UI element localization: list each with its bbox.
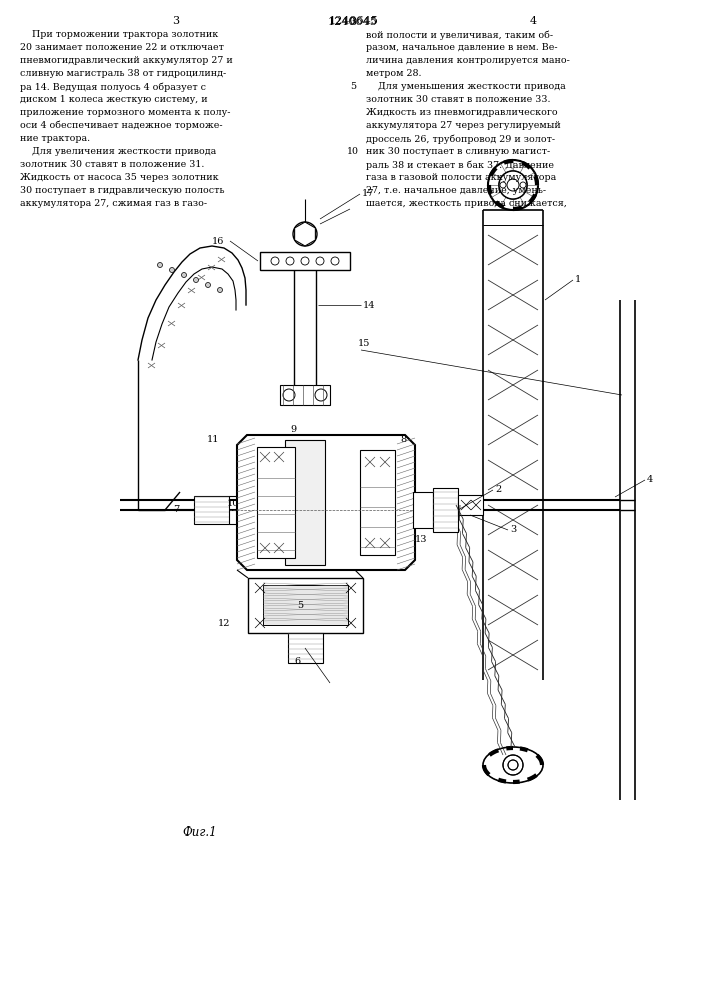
Circle shape: [170, 267, 175, 272]
Text: 3: 3: [510, 526, 516, 534]
Text: золотник 30 ставят в положение 33.: золотник 30 ставят в положение 33.: [366, 95, 551, 104]
Text: 9: 9: [290, 426, 296, 434]
Bar: [263, 585, 348, 625]
Bar: [285, 440, 325, 565]
Text: пневмогидравлический аккумулятор 27 и: пневмогидравлический аккумулятор 27 и: [20, 56, 233, 65]
Text: ра 14. Ведущая полуось 4 образует с: ра 14. Ведущая полуось 4 образует с: [20, 82, 206, 92]
Circle shape: [315, 389, 327, 401]
Bar: [280, 385, 330, 405]
Bar: [288, 633, 323, 663]
Text: 30 поступает в гидравлическую полость: 30 поступает в гидравлическую полость: [20, 186, 225, 195]
Text: 2: 2: [495, 486, 501, 494]
Circle shape: [283, 389, 295, 401]
Text: газа в газовой полости аккумулятора: газа в газовой полости аккумулятора: [366, 173, 556, 182]
Text: 15: 15: [358, 338, 370, 348]
Text: 1240645: 1240645: [328, 17, 378, 27]
Text: оси 4 обеспечивает надежное торможе-: оси 4 обеспечивает надежное торможе-: [20, 121, 223, 130]
Circle shape: [316, 257, 324, 265]
Ellipse shape: [485, 749, 541, 781]
Text: 1240645: 1240645: [329, 16, 379, 26]
Text: Жидкость из пневмогидравлического: Жидкость из пневмогидравлического: [366, 108, 558, 117]
Circle shape: [331, 257, 339, 265]
Text: 10: 10: [227, 498, 239, 508]
Text: 14: 14: [363, 300, 375, 310]
Text: 6: 6: [294, 656, 300, 666]
Text: дроссель 26, трубопровод 29 и золот-: дроссель 26, трубопровод 29 и золот-: [366, 134, 555, 143]
Text: 3: 3: [349, 17, 356, 27]
Text: личина давления контролируется мано-: личина давления контролируется мано-: [366, 56, 570, 65]
Text: 4: 4: [530, 16, 537, 26]
Text: Для увеличения жесткости привода: Для увеличения жесткости привода: [20, 147, 216, 156]
Circle shape: [301, 257, 309, 265]
Text: сливную магистраль 38 от гидроцилинд-: сливную магистраль 38 от гидроцилинд-: [20, 69, 226, 78]
Circle shape: [182, 272, 187, 277]
Text: 16: 16: [212, 236, 224, 245]
Circle shape: [194, 277, 199, 282]
Polygon shape: [295, 222, 315, 246]
Text: При торможении трактора золотник: При торможении трактора золотник: [20, 30, 218, 39]
Circle shape: [488, 160, 538, 210]
Text: 27, т.е. начальное давление, умень-: 27, т.е. начальное давление, умень-: [366, 186, 546, 195]
Circle shape: [271, 257, 279, 265]
Text: раль 38 и стекает в бак 37. Давление: раль 38 и стекает в бак 37. Давление: [366, 160, 554, 169]
Bar: [360, 450, 395, 555]
Text: 17: 17: [362, 190, 375, 198]
Text: 13: 13: [415, 536, 428, 544]
Text: 3: 3: [173, 16, 180, 26]
Text: золотник 30 ставят в положение 31.: золотник 30 ставят в положение 31.: [20, 160, 204, 169]
Text: 7: 7: [173, 506, 179, 514]
Text: 1: 1: [575, 275, 581, 284]
Circle shape: [218, 288, 223, 292]
Circle shape: [293, 222, 317, 246]
Text: разом, начальное давление в нем. Ве-: разом, начальное давление в нем. Ве-: [366, 43, 558, 52]
Text: 5: 5: [350, 82, 356, 91]
Bar: [413, 492, 433, 528]
Text: Жидкость от насоса 35 через золотник: Жидкость от насоса 35 через золотник: [20, 173, 218, 182]
Text: Фиг.1: Фиг.1: [182, 826, 217, 838]
Bar: [260, 252, 350, 270]
Text: ние трактора.: ние трактора.: [20, 134, 90, 143]
Text: вой полости и увеличивая, таким об-: вой полости и увеличивая, таким об-: [366, 30, 553, 39]
Text: 5: 5: [297, 601, 303, 610]
Text: 20 занимает положение 22 и отключает: 20 занимает положение 22 и отключает: [20, 43, 224, 52]
Circle shape: [499, 171, 527, 199]
Polygon shape: [237, 435, 415, 570]
Text: приложение тормозного момента к полу-: приложение тормозного момента к полу-: [20, 108, 230, 117]
Text: диском 1 колеса жесткую систему, и: диском 1 колеса жесткую систему, и: [20, 95, 208, 104]
Text: ник 30 поступает в сливную магист-: ник 30 поступает в сливную магист-: [366, 147, 550, 156]
Bar: [257, 447, 295, 558]
Text: Для уменьшения жесткости привода: Для уменьшения жесткости привода: [366, 82, 566, 91]
Text: 11: 11: [206, 436, 219, 444]
Text: 12: 12: [218, 618, 230, 628]
Text: шается, жесткость привода снижается,: шается, жесткость привода снижается,: [366, 199, 567, 208]
Bar: [458, 495, 483, 515]
Circle shape: [299, 228, 311, 240]
Text: аккумулятора 27 через регулируемый: аккумулятора 27 через регулируемый: [366, 121, 561, 130]
Text: 8: 8: [400, 436, 406, 444]
Bar: [433, 488, 458, 532]
Bar: [194, 496, 229, 524]
Text: 10: 10: [347, 147, 359, 156]
Circle shape: [206, 282, 211, 288]
Circle shape: [286, 257, 294, 265]
Text: 4: 4: [647, 476, 653, 485]
Ellipse shape: [483, 747, 543, 783]
Text: аккумулятора 27, сжимая газ в газо-: аккумулятора 27, сжимая газ в газо-: [20, 199, 207, 208]
Circle shape: [158, 262, 163, 267]
Bar: [248, 578, 363, 633]
Text: метром 28.: метром 28.: [366, 69, 421, 78]
